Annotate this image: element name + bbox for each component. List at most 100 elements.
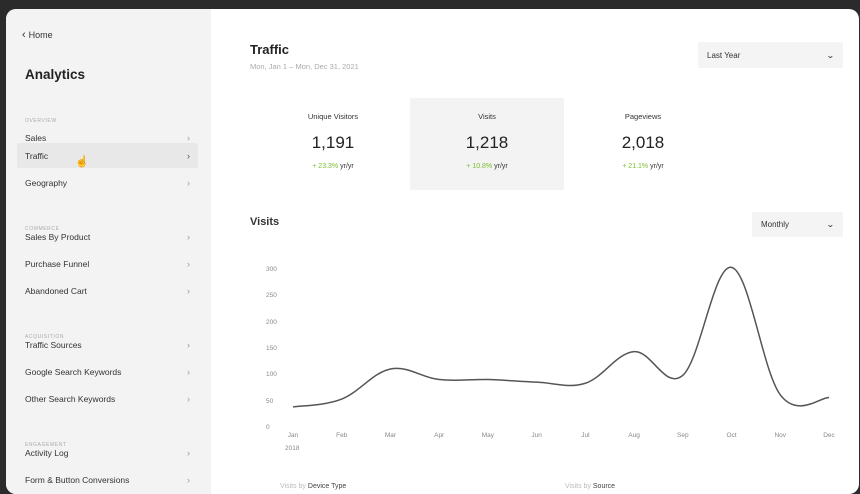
item-label: Form & Button Conversions <box>25 474 130 485</box>
item-label: Traffic Sources <box>25 339 82 350</box>
stat-value: 1,218 <box>465 133 509 152</box>
chevron-right-icon: › <box>187 474 190 485</box>
x-tick-label: Feb <box>336 432 348 439</box>
stat-change: + 23.3% yr/yr <box>256 163 410 170</box>
page-title: Traffic <box>250 42 290 57</box>
item-label: Geography <box>25 177 68 188</box>
change-percent: + 10.8% <box>466 163 493 170</box>
x-axis-year: 2018 <box>285 445 300 452</box>
chevron-right-icon: › <box>187 366 190 377</box>
source-section-title: Visits by Source <box>565 483 615 490</box>
change-suffix: yr/yr <box>340 163 354 170</box>
y-tick-label: 300 <box>266 266 277 273</box>
y-tick-label: 250 <box>266 292 277 300</box>
item-label: Traffic <box>25 150 49 161</box>
app-window: ‹ Home Analytics Overview Sales › Traffic… <box>6 9 859 494</box>
chevron-down-icon: ⌄ <box>826 220 836 229</box>
period-select-value: Last Year <box>707 50 741 60</box>
chevron-right-icon: › <box>187 285 190 296</box>
x-tick-label: Nov <box>774 432 787 439</box>
change-suffix: yr/yr <box>494 163 508 170</box>
x-tick-label: Aug <box>628 432 640 439</box>
stat-label: Unique Visitors <box>307 112 359 121</box>
section-prefix: Visits by <box>280 483 306 490</box>
section-label: Source <box>592 483 616 490</box>
sidebar-item-purchase-funnel[interactable]: Purchase Funnel › <box>17 251 198 276</box>
sidebar-title: Analytics <box>25 67 86 82</box>
stat-change: + 21.1% yr/yr <box>566 163 720 170</box>
sidebar-item-traffic[interactable]: Traffic › <box>17 143 198 168</box>
date-range: Mon, Jan 1 – Mon, Dec 31, 2021 <box>250 62 359 71</box>
x-tick-label: Jun <box>531 432 542 439</box>
period-select[interactable]: Last Year ⌄ <box>698 42 843 68</box>
y-tick-label: 200 <box>266 318 277 326</box>
item-label: Activity Log <box>25 447 69 458</box>
chevron-right-icon: › <box>187 231 190 242</box>
section-prefix: Visits by <box>565 483 591 490</box>
sidebar-item-activity-log[interactable]: Activity Log › <box>17 440 198 465</box>
sidebar-item-abandoned-cart[interactable]: Abandoned Cart › <box>17 278 198 303</box>
section-label-overview: Overview <box>25 118 57 124</box>
interval-select-value: Monthly <box>761 220 790 229</box>
x-tick-label: Apr <box>434 432 445 439</box>
stat-change: + 10.8% yr/yr <box>410 163 564 170</box>
stat-card-visits[interactable]: Visits 1,218 + 10.8% yr/yr <box>410 98 564 190</box>
y-tick-label: 100 <box>266 371 277 379</box>
sidebar-item-form-button-conversions[interactable]: Form & Button Conversions › <box>17 467 198 492</box>
stat-value: 1,191 <box>311 133 355 152</box>
section-label-commerce: Commerce <box>25 226 60 232</box>
stat-card-pageviews[interactable]: Pageviews 2,018 + 21.1% yr/yr <box>566 98 720 190</box>
x-tick-label: Jul <box>581 432 590 439</box>
chevron-right-icon: › <box>187 132 190 143</box>
stat-label: Visits <box>478 112 496 121</box>
sidebar-item-traffic-sources[interactable]: Traffic Sources › <box>17 332 198 357</box>
item-label: Purchase Funnel <box>25 258 90 269</box>
x-tick-label: Mar <box>384 432 397 439</box>
main-content: Traffic Mon, Jan 1 – Mon, Dec 31, 2021 L… <box>211 9 859 494</box>
y-tick-label: 150 <box>266 345 277 352</box>
interval-select[interactable]: Monthly ⌄ <box>752 212 843 237</box>
section-label-acquisition: Acquisition <box>25 334 65 340</box>
sidebar-item-sales[interactable]: Sales › <box>17 125 198 150</box>
x-tick-label: Sep <box>677 432 689 439</box>
chevron-right-icon: › <box>187 150 190 161</box>
x-tick-label: May <box>481 432 495 439</box>
section-label-engagement: Engagement <box>25 442 67 448</box>
chevron-right-icon: › <box>187 447 190 458</box>
home-back-link[interactable]: ‹ Home <box>22 28 53 41</box>
chevron-right-icon: › <box>187 258 190 269</box>
visits-series-line <box>292 266 830 408</box>
stat-value: 2,018 <box>621 133 665 152</box>
sidebar: ‹ Home Analytics Overview Sales › Traffic… <box>6 9 211 494</box>
change-percent: + 23.3% <box>312 163 339 170</box>
sidebar-item-sales-by-product[interactable]: Sales By Product › <box>17 224 198 249</box>
x-tick-label: Dec <box>823 432 835 439</box>
chevron-right-icon: › <box>187 339 190 350</box>
chevron-left-icon: ‹ <box>22 28 26 41</box>
chevron-right-icon: › <box>187 177 190 188</box>
sidebar-item-geography[interactable]: Geography › <box>17 170 198 195</box>
y-tick-label: 0 <box>266 424 270 431</box>
chevron-right-icon: › <box>187 393 190 404</box>
item-label: Abandoned Cart <box>25 285 87 296</box>
stat-label: Pageviews <box>624 112 662 121</box>
x-tick-label: Jan <box>287 432 299 439</box>
visits-line-chart <box>292 266 830 408</box>
sidebar-item-other-search-keywords[interactable]: Other Search Keywords › <box>17 386 198 411</box>
home-label: Home <box>28 30 53 40</box>
x-tick-label: Oct <box>726 432 737 439</box>
sidebar-item-google-search-keywords[interactable]: Google Search Keywords › <box>17 359 198 384</box>
item-label: Sales By Product <box>25 231 91 242</box>
chevron-down-icon: ⌄ <box>826 50 836 60</box>
hand-cursor-icon: ☝ <box>75 156 89 168</box>
item-label: Sales <box>25 132 47 143</box>
y-tick-label: 50 <box>266 397 274 405</box>
visits-chart-title: Visits <box>250 216 280 228</box>
change-suffix: yr/yr <box>650 163 664 170</box>
change-percent: + 21.1% <box>622 163 649 170</box>
stat-card-unique-visitors[interactable]: Unique Visitors 1,191 + 23.3% yr/yr <box>256 98 410 190</box>
item-label: Other Search Keywords <box>25 393 116 404</box>
device-type-section-title: Visits by Device Type <box>280 483 346 490</box>
section-label: Device Type <box>307 483 347 490</box>
item-label: Google Search Keywords <box>25 366 122 377</box>
